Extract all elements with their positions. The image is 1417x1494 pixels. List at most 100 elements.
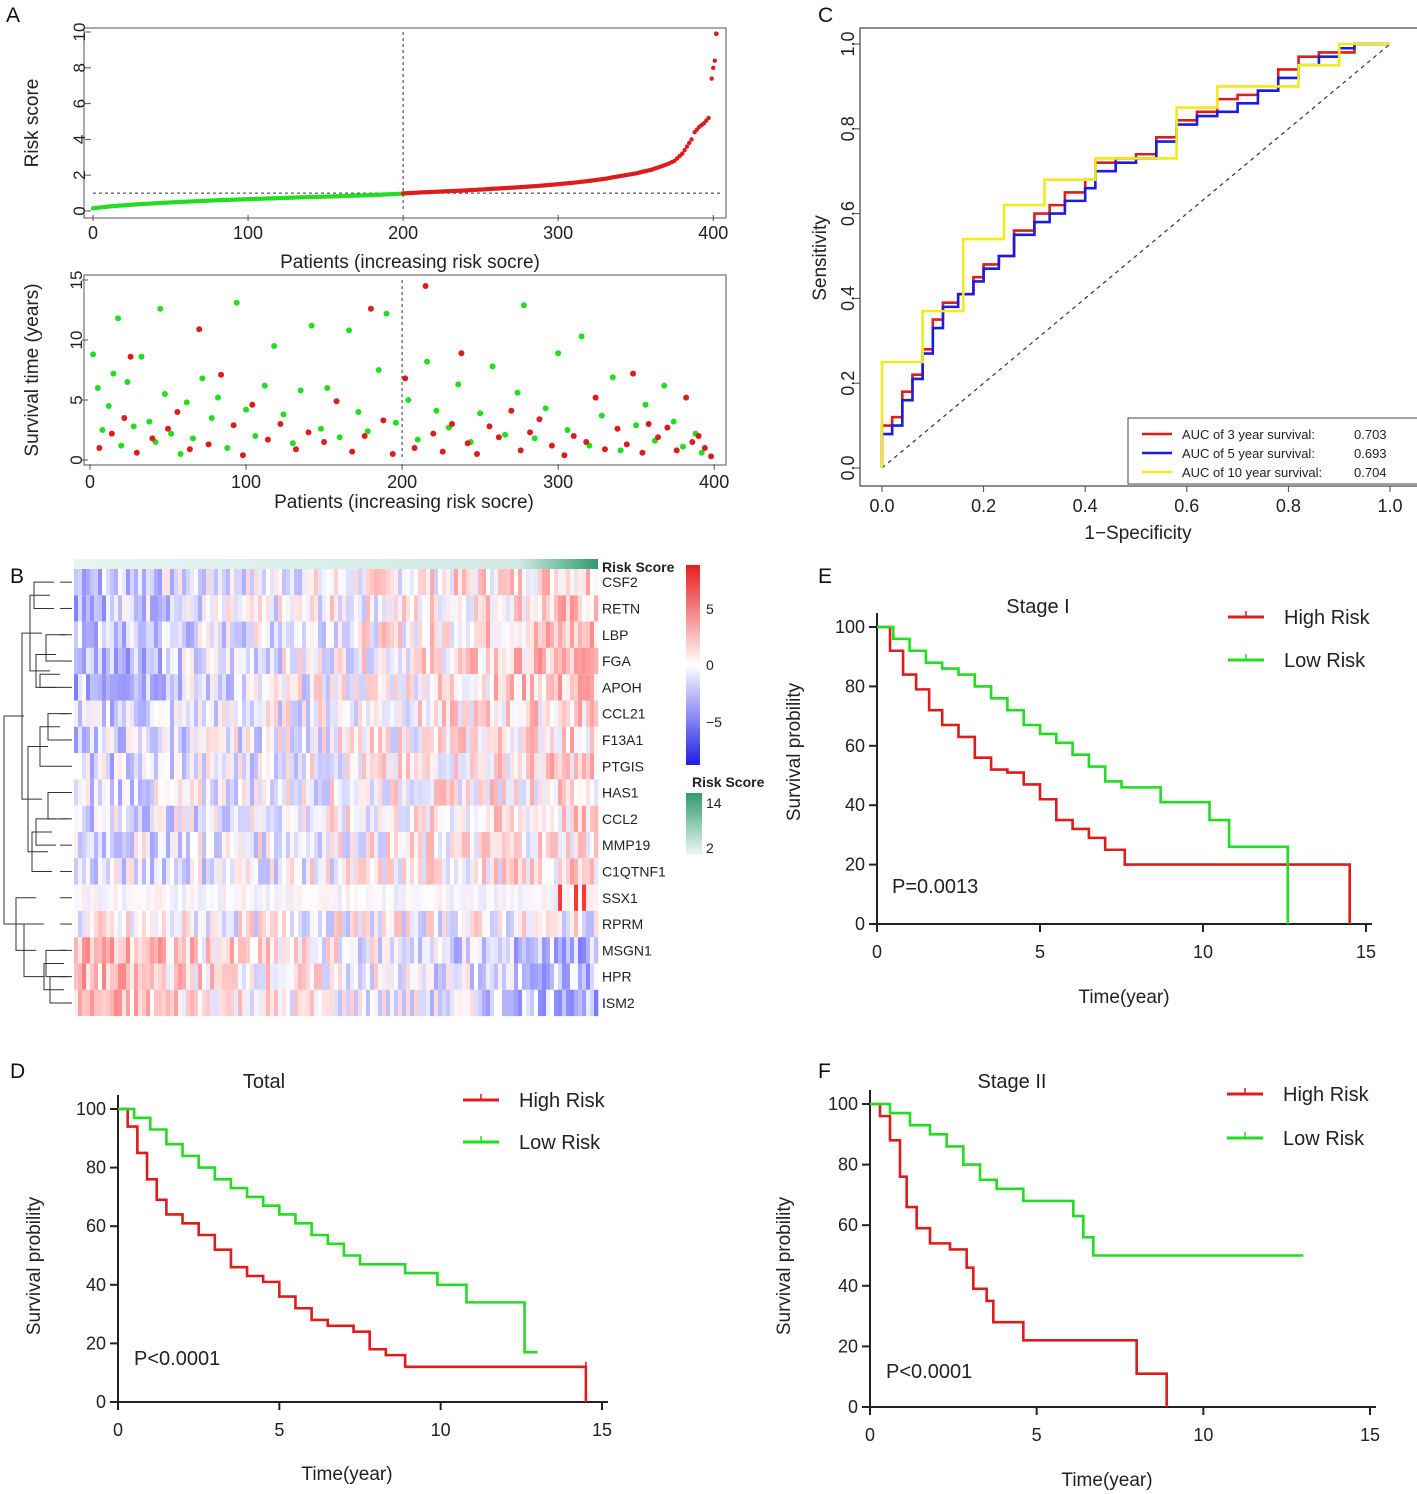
heatmap-cell (574, 832, 579, 859)
heatmap-cell (102, 937, 107, 964)
heatmap-cell (134, 595, 139, 622)
heatmap-cell (530, 805, 535, 832)
heatmap-cell (414, 989, 419, 1017)
heatmap-cell (262, 910, 267, 938)
heatmap-cell (574, 910, 579, 938)
heatmap-cell (422, 569, 427, 596)
dendrogram-branch (21, 632, 42, 800)
heatmap-cell (294, 569, 299, 596)
heatmap-cell (286, 832, 291, 859)
heatmap-cell (466, 805, 471, 832)
heatmap-cell (214, 937, 219, 964)
heatmap-cell (550, 832, 555, 859)
heatmap-cell (250, 647, 255, 675)
heatmap-cell (378, 569, 383, 596)
heatmap-cell (318, 937, 323, 964)
heatmap-cell (370, 647, 375, 675)
heatmap-cell (230, 779, 235, 806)
heatmap-cell (302, 937, 307, 964)
heatmap-cell (330, 595, 335, 622)
heatmap-cell (586, 726, 591, 754)
heatmap-cell (490, 832, 495, 859)
heatmap-cell (514, 989, 519, 1017)
heatmap-cell (530, 674, 535, 701)
heatmap-cell (242, 989, 247, 1017)
heatmap-cell (474, 700, 479, 727)
heatmap-cell (154, 647, 159, 675)
heatmap-cell (218, 832, 223, 859)
y-tick-label: 100 (828, 1094, 858, 1114)
heatmap-cell (374, 858, 379, 885)
heatmap-cell (474, 726, 479, 754)
heatmap-cell (430, 726, 435, 754)
heatmap-cell (582, 700, 587, 727)
heatmap-cell (154, 569, 159, 596)
heatmap-cell (198, 884, 203, 911)
heatmap-cell (354, 805, 359, 832)
heatmap-cell (142, 569, 147, 596)
heatmap-cell (286, 858, 291, 885)
heatmap-cell (418, 569, 423, 596)
heatmap-cell (514, 621, 519, 648)
heatmap-cell (206, 779, 211, 806)
heatmap-cell (218, 595, 223, 622)
heatmap-cell (254, 595, 259, 622)
heatmap-cell (362, 595, 367, 622)
heatmap-cell (174, 700, 179, 727)
heatmap-cell (322, 595, 327, 622)
patient-point (196, 326, 203, 333)
heatmap-cell (410, 963, 415, 990)
heatmap-cell (326, 700, 331, 727)
heatmap-cell (362, 779, 367, 806)
y-tick-label: 40 (838, 1276, 858, 1296)
heatmap-cell (134, 779, 139, 806)
heatmap-cell (282, 621, 287, 648)
heatmap-cell (582, 963, 587, 990)
heatmap-cell (278, 753, 283, 780)
heatmap-cell (578, 595, 583, 622)
heatmap-cell (86, 963, 91, 990)
heatmap-cell (186, 963, 191, 990)
heatmap-cell (454, 805, 459, 832)
heatmap-cell (266, 674, 271, 701)
heatmap-cell (186, 726, 191, 754)
heatmap-cell (470, 832, 475, 859)
gene-label: F13A1 (602, 732, 643, 748)
heatmap-cell (294, 753, 299, 780)
heatmap-cell (266, 753, 271, 780)
heatmap-cell (134, 674, 139, 701)
heatmap-cell (530, 726, 535, 754)
heatmap-cell (594, 700, 599, 727)
heatmap-cell (546, 647, 551, 675)
p-value: P=0.0013 (892, 876, 978, 898)
heatmap-cell (102, 674, 107, 701)
heatmap-cell (394, 621, 399, 648)
heatmap-cell (254, 963, 259, 990)
heatmap-cell (362, 884, 367, 911)
heatmap-cell (410, 674, 415, 701)
heatmap-cell (390, 884, 395, 911)
heatmap-cell (422, 700, 427, 727)
heatmap-cell (238, 726, 243, 754)
heatmap-cell (110, 884, 115, 911)
heatmap-cell (270, 674, 275, 701)
heatmap-cell (378, 858, 383, 885)
risk-score-bar (74, 559, 598, 569)
heatmap-cell (122, 647, 127, 675)
heatmap-cell (494, 910, 499, 938)
heatmap-cell (154, 779, 159, 806)
heatmap-cell (182, 700, 187, 727)
heatmap-cell (254, 805, 259, 832)
heatmap-cell (242, 805, 247, 832)
heatmap-cell (446, 700, 451, 727)
heatmap-cell (394, 647, 399, 675)
patient-point (177, 451, 184, 457)
heatmap-cell (446, 805, 451, 832)
heatmap-cell (358, 805, 363, 832)
patient-point (186, 446, 193, 453)
heatmap-cell (290, 805, 295, 832)
heatmap-cell (290, 989, 295, 1017)
patient-point (564, 427, 571, 433)
heatmap-cell (162, 805, 167, 832)
heatmap-cell (318, 647, 323, 675)
